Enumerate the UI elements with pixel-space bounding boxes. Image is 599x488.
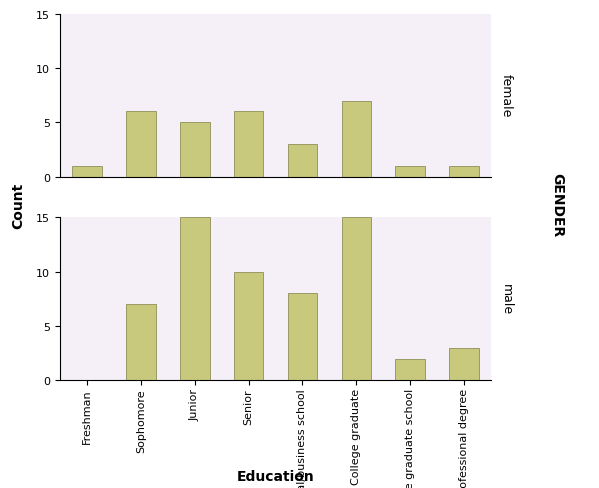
Text: Education: Education [237, 469, 314, 483]
Text: GENDER: GENDER [550, 173, 564, 237]
Bar [449, 166, 479, 177]
Bar [341, 102, 371, 177]
Bar [180, 218, 210, 381]
Bar [288, 294, 317, 381]
Bar [395, 166, 425, 177]
Bar [72, 166, 102, 177]
Bar [234, 272, 264, 381]
Text: Count: Count [11, 182, 25, 228]
Bar [126, 112, 156, 177]
Text: female: female [500, 74, 513, 118]
Bar [126, 305, 156, 381]
Text: male: male [500, 284, 513, 315]
Bar [288, 145, 317, 177]
Bar [234, 112, 264, 177]
Bar [180, 123, 210, 177]
Bar [395, 359, 425, 381]
Bar [449, 348, 479, 381]
Bar [341, 218, 371, 381]
